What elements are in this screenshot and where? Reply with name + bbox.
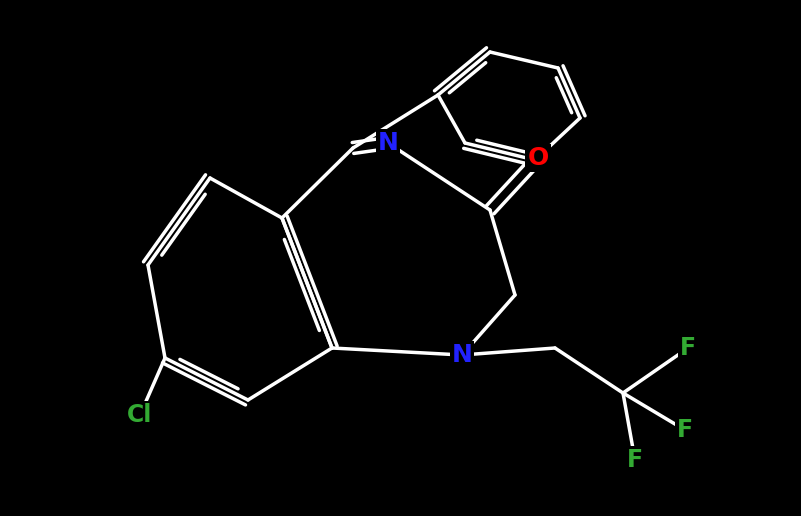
Text: F: F [627,448,643,472]
Text: N: N [452,343,473,367]
Text: F: F [680,336,696,360]
Text: O: O [527,146,549,170]
Text: Cl: Cl [127,403,153,427]
Text: N: N [377,131,398,155]
Text: F: F [677,418,693,442]
